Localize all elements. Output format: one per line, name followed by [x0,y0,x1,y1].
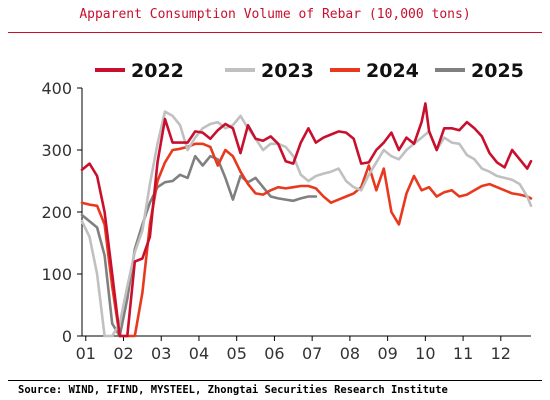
source-rule [8,380,542,381]
x-tick-label: 07 [302,344,322,363]
legend-label-2023: 2023 [261,60,314,82]
legend-label-2022: 2022 [131,60,184,82]
axes-group: 0 100 200 300 400 01 02 03 04 05 06 07 08 09 10 11 12 [41,79,531,363]
series-group [80,102,533,338]
x-tick-label: 12 [491,344,511,363]
y-tick-label: 200 [41,203,72,222]
legend-label-2025: 2025 [471,60,524,82]
x-tick-label: 01 [76,344,96,363]
y-tick-label: 0 [62,327,72,346]
x-tick-label: 08 [340,344,360,363]
chart-title: Apparent Consumption Volume of Rebar (10… [79,7,471,22]
x-tick-label: 09 [377,344,397,363]
series-line-2023 [80,110,533,338]
y-tick-label: 100 [41,265,72,284]
x-tick-label: 11 [453,344,473,363]
x-tick-label: 04 [189,344,209,363]
x-tick-label: 05 [227,344,247,363]
title-underline [8,32,542,33]
x-tick-label: 10 [415,344,435,363]
x-tick-label: 02 [113,344,133,363]
y-tick-label: 400 [41,79,72,98]
series-line-2025 [80,154,318,338]
source-note: Source: WIND, IFIND, MYSTEEL, Zhongtai S… [18,384,448,396]
series-line-2024 [80,142,533,338]
series-line-2022 [80,102,533,338]
x-tick-label: 03 [151,344,171,363]
legend-label-2024: 2024 [366,60,419,82]
legend-group: 2022 2023 2024 2025 [95,60,524,82]
y-tick-label: 300 [41,141,72,160]
x-tick-label: 06 [264,344,284,363]
